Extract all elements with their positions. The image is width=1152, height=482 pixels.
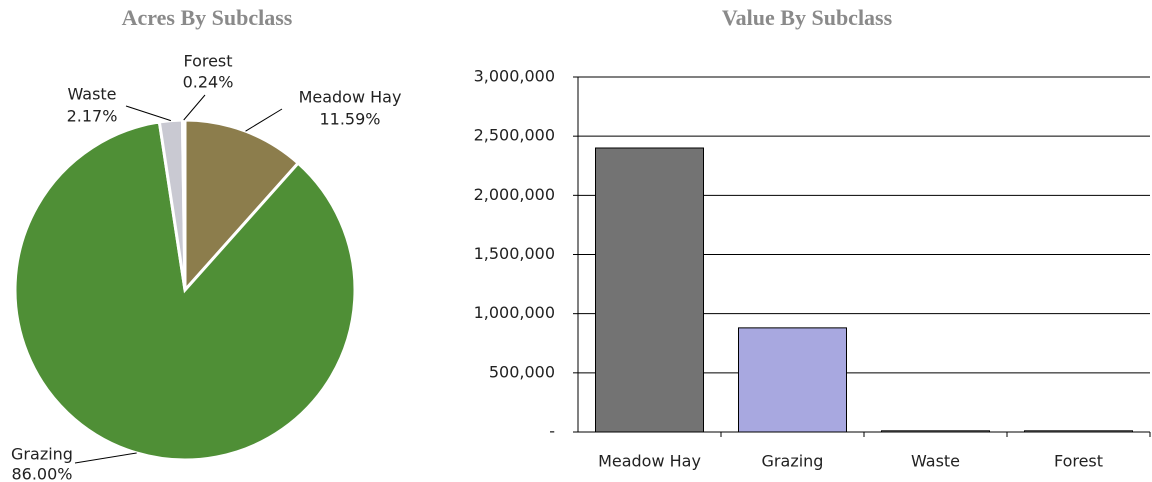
leader-line xyxy=(245,108,283,132)
slice-label: Forest xyxy=(183,52,232,71)
y-tick-label: 3,000,000 xyxy=(474,67,555,86)
chart-title: Acres By Subclass xyxy=(122,5,293,30)
slice-value-label: 0.24% xyxy=(183,73,234,92)
leader-line xyxy=(74,452,137,464)
x-tick-label: Waste xyxy=(911,452,960,471)
y-tick-label: 2,000,000 xyxy=(474,185,555,204)
pie-slice xyxy=(13,120,357,462)
pie-slice xyxy=(183,118,301,294)
slice-value-label: 86.00% xyxy=(11,465,72,482)
bar xyxy=(595,147,704,433)
leader-line xyxy=(183,94,206,121)
y-tick-label: - xyxy=(549,422,555,441)
x-tick-label: Grazing xyxy=(762,452,824,471)
leader-line xyxy=(125,105,172,122)
slice-value-label: 2.17% xyxy=(67,107,118,126)
x-tick-label: Meadow Hay xyxy=(598,452,701,471)
y-tick-label: 500,000 xyxy=(489,362,555,381)
x-tick-label: Forest xyxy=(1054,452,1103,471)
y-tick-label: 2,500,000 xyxy=(474,126,555,145)
y-tick-label: 1,000,000 xyxy=(474,303,555,322)
chart-title: Value By Subclass xyxy=(722,5,893,30)
slice-label: Grazing xyxy=(11,445,73,464)
bar xyxy=(738,327,847,433)
slice-label: Waste xyxy=(67,85,116,104)
y-tick-label: 1,500,000 xyxy=(474,244,555,263)
slice-label: Meadow Hay xyxy=(299,88,402,107)
slice-value-label: 11.59% xyxy=(319,110,380,129)
